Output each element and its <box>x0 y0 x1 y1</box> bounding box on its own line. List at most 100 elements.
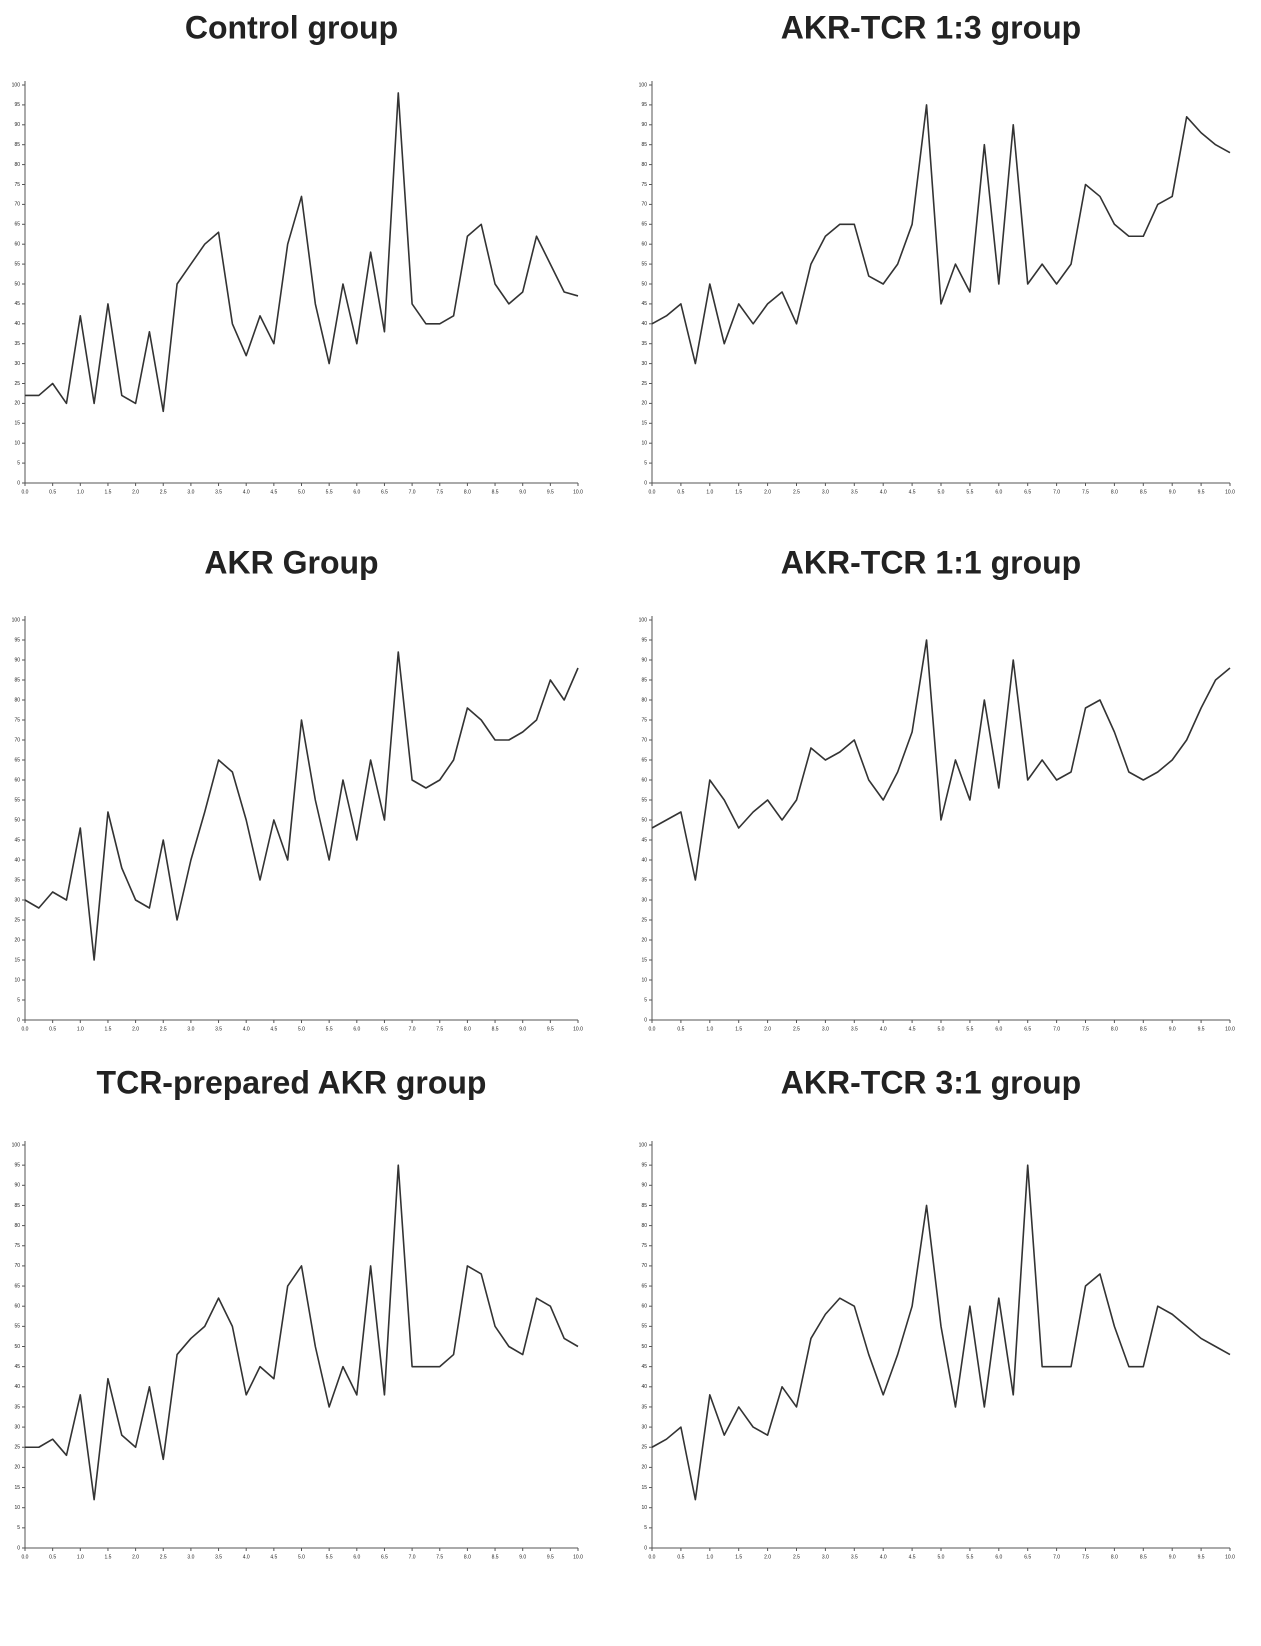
x-tick-label: 3.0 <box>822 1026 829 1032</box>
y-tick-label: 10 <box>641 1505 647 1511</box>
x-tick-label: 4.5 <box>270 1554 277 1560</box>
y-tick-label: 5 <box>644 460 647 466</box>
y-tick-label: 30 <box>14 1424 20 1430</box>
x-tick-label: 1.0 <box>77 1026 84 1032</box>
x-tick-label: 1.5 <box>104 1026 111 1032</box>
y-tick-label: 0 <box>17 1545 20 1551</box>
y-tick-label: 0 <box>17 1017 20 1023</box>
y-tick-label: 75 <box>14 1243 20 1249</box>
x-tick-label: 7.5 <box>436 489 443 495</box>
trace <box>652 640 1230 880</box>
y-tick-label: 85 <box>641 677 647 683</box>
y-tick-label: 60 <box>14 777 20 783</box>
y-tick-label: 85 <box>641 1203 647 1209</box>
x-tick-label: 9.5 <box>547 1026 554 1032</box>
x-tick-label: 9.0 <box>519 489 526 495</box>
x-tick-label: 8.0 <box>464 489 471 495</box>
x-tick-label: 3.5 <box>851 1026 858 1032</box>
y-tick-label: 70 <box>641 737 647 743</box>
y-tick-label: 70 <box>641 1263 647 1269</box>
y-tick-label: 85 <box>641 142 647 148</box>
y-tick-label: 30 <box>641 1424 647 1430</box>
y-tick-label: 65 <box>641 757 647 763</box>
x-tick-label: 4.0 <box>880 1554 887 1560</box>
y-tick-label: 35 <box>641 341 647 347</box>
x-tick-label: 1.0 <box>706 1026 713 1032</box>
x-tick-label: 0.5 <box>49 1026 56 1032</box>
x-tick-label: 4.0 <box>880 1026 887 1032</box>
x-tick-label: 9.0 <box>1169 1026 1176 1032</box>
y-tick-label: 95 <box>641 637 647 643</box>
y-tick-label: 60 <box>641 1304 647 1310</box>
x-tick-label: 10.0 <box>573 489 583 495</box>
x-tick-label: 1.5 <box>735 1554 742 1560</box>
y-tick-label: 70 <box>14 737 20 743</box>
y-tick-label: 100 <box>639 1142 648 1148</box>
x-tick-label: 3.0 <box>187 1026 194 1032</box>
x-tick-label: 8.5 <box>1140 489 1147 495</box>
y-tick-label: 80 <box>641 1223 647 1229</box>
y-tick-label: 0 <box>644 1017 647 1023</box>
x-tick-label: 2.5 <box>160 1026 167 1032</box>
y-tick-label: 45 <box>14 837 20 843</box>
x-tick-label: 1.0 <box>706 489 713 495</box>
y-tick-label: 10 <box>641 441 647 447</box>
x-tick-label: 6.0 <box>353 1026 360 1032</box>
x-tick-label: 9.5 <box>1198 1554 1205 1560</box>
x-tick-label: 6.5 <box>381 1026 388 1032</box>
y-tick-label: 75 <box>641 1243 647 1249</box>
y-tick-label: 40 <box>14 1384 20 1390</box>
y-tick-label: 90 <box>14 1183 20 1189</box>
y-tick-label: 80 <box>641 697 647 703</box>
y-tick-label: 85 <box>14 677 20 683</box>
x-tick-label: 7.5 <box>1082 1026 1089 1032</box>
x-tick-label: 5.0 <box>298 489 305 495</box>
y-tick-label: 40 <box>641 857 647 863</box>
y-tick-label: 75 <box>14 717 20 723</box>
x-tick-label: 4.0 <box>880 489 887 495</box>
y-tick-label: 40 <box>14 321 20 327</box>
y-tick-label: 60 <box>641 242 647 248</box>
x-tick-label: 2.0 <box>764 489 771 495</box>
y-tick-label: 20 <box>641 401 647 407</box>
x-tick-label: 8.5 <box>492 489 499 495</box>
x-tick-label: 4.5 <box>909 1554 916 1560</box>
y-tick-label: 15 <box>641 1485 647 1491</box>
x-tick-label: 0.0 <box>649 1554 656 1560</box>
x-tick-label: 0.5 <box>677 489 684 495</box>
y-tick-label: 90 <box>641 1183 647 1189</box>
y-tick-label: 85 <box>14 142 20 148</box>
y-tick-label: 0 <box>644 480 647 486</box>
y-tick-label: 95 <box>641 1162 647 1168</box>
y-tick-label: 5 <box>644 1525 647 1531</box>
y-tick-label: 65 <box>14 1283 20 1289</box>
x-tick-label: 6.0 <box>353 489 360 495</box>
y-tick-label: 95 <box>641 102 647 108</box>
x-tick-label: 0.0 <box>22 1554 29 1560</box>
y-tick-label: 20 <box>641 937 647 943</box>
y-tick-label: 85 <box>14 1203 20 1209</box>
y-tick-label: 50 <box>641 281 647 287</box>
y-tick-label: 80 <box>14 697 20 703</box>
y-tick-label: 25 <box>14 381 20 387</box>
y-tick-label: 20 <box>14 937 20 943</box>
y-tick-label: 45 <box>14 301 20 307</box>
y-tick-label: 65 <box>14 757 20 763</box>
x-tick-label: 4.5 <box>909 489 916 495</box>
x-tick-label: 1.5 <box>104 1554 111 1560</box>
x-tick-label: 7.0 <box>409 1026 416 1032</box>
x-tick-label: 10.0 <box>573 1026 583 1032</box>
y-tick-label: 35 <box>14 877 20 883</box>
x-tick-label: 0.0 <box>649 1026 656 1032</box>
x-tick-label: 0.0 <box>22 1026 29 1032</box>
x-tick-label: 6.5 <box>1024 1554 1031 1560</box>
chart-title: TCR-prepared AKR group <box>97 1064 487 1100</box>
x-tick-label: 6.0 <box>353 1554 360 1560</box>
x-tick-label: 8.5 <box>1140 1554 1147 1560</box>
x-tick-label: 0.5 <box>49 1554 56 1560</box>
y-tick-label: 30 <box>14 897 20 903</box>
y-tick-label: 45 <box>641 1364 647 1370</box>
x-tick-label: 4.0 <box>243 1026 250 1032</box>
x-tick-label: 0.0 <box>649 489 656 495</box>
x-tick-label: 9.5 <box>547 1554 554 1560</box>
